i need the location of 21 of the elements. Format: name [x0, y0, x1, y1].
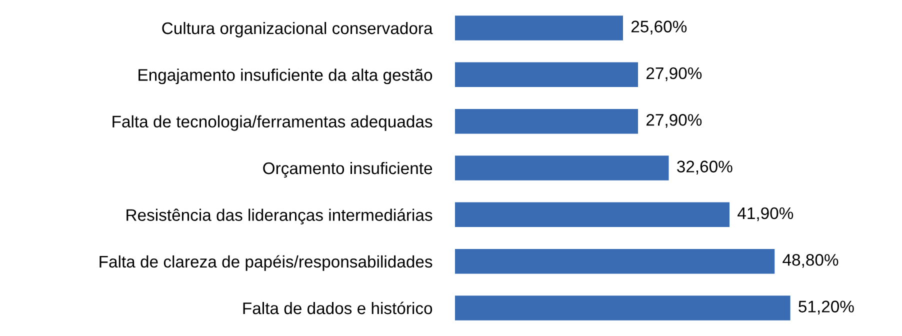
y-tick-label: Engajamento insuficiente da alta gestão	[138, 68, 432, 84]
y-tick-label: Orçamento insuficiente	[263, 162, 432, 178]
y-tick-label: Falta de clareza de papéis/responsabilidades	[100, 255, 432, 271]
bar	[455, 62, 638, 88]
bar	[455, 248, 775, 274]
bar	[455, 202, 730, 228]
data-label: 27,90%	[646, 67, 702, 82]
data-label: 32,60%	[677, 160, 732, 174]
data-label: 41,90%	[738, 207, 794, 222]
data-label: 51,20%	[798, 300, 854, 314]
y-tick-label: Falta de dados e histórico	[243, 302, 432, 314]
bar	[455, 156, 669, 180]
data-label: 27,90%	[646, 114, 702, 128]
data-label: 25,60%	[631, 20, 687, 34]
bar	[455, 296, 790, 320]
bar	[455, 108, 638, 134]
y-tick-label: Falta de tecnologia/ferramentas adequadas	[112, 115, 432, 131]
data-label: 48,80%	[782, 254, 838, 268]
y-tick-label: Resistência das lideranças intermediárias	[126, 208, 432, 224]
bar	[455, 16, 624, 40]
y-tick-label: Cultura organizacional conservadora	[162, 22, 433, 38]
